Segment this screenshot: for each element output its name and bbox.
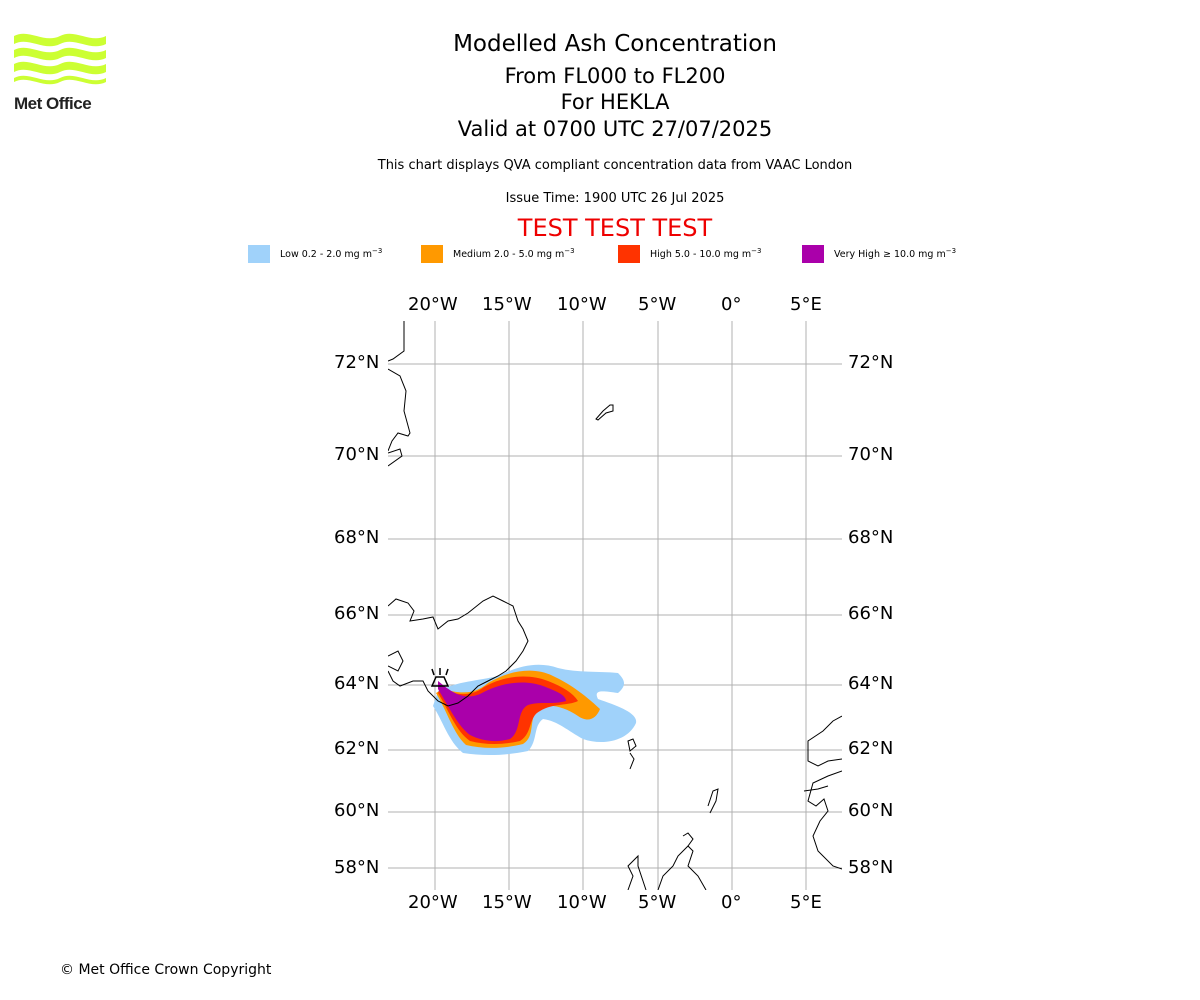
legend-item-low: Low 0.2 - 2.0 mg m−3 bbox=[248, 245, 382, 263]
legend-label-very-high: Very High ≥ 10.0 mg m−3 bbox=[834, 247, 957, 261]
legend-item-high: High 5.0 - 10.0 mg m−3 bbox=[618, 245, 762, 263]
lon-tick-top-15w: 15°W bbox=[482, 294, 532, 315]
chart-title: Modelled Ash Concentration bbox=[453, 31, 777, 57]
lat-tick-right-64n: 64°N bbox=[848, 673, 894, 694]
copyright: © Met Office Crown Copyright bbox=[60, 962, 272, 978]
legend-label-high: High 5.0 - 10.0 mg m−3 bbox=[650, 247, 762, 261]
lon-tick-top-10w: 10°W bbox=[557, 294, 607, 315]
lat-tick-right-68n: 68°N bbox=[848, 527, 894, 548]
met-office-waves-icon bbox=[14, 33, 106, 85]
lat-tick-left-62n: 62°N bbox=[334, 738, 380, 759]
lat-tick-right-60n: 60°N bbox=[848, 800, 894, 821]
lat-tick-right-58n: 58°N bbox=[848, 857, 894, 878]
lon-tick-bottom-5w: 5°W bbox=[638, 892, 677, 913]
legend-item-very-high: Very High ≥ 10.0 mg m−3 bbox=[802, 245, 956, 263]
lat-tick-right-72n: 72°N bbox=[848, 352, 894, 373]
issue-time: Issue Time: 1900 UTC 26 Jul 2025 bbox=[505, 191, 725, 206]
legend-swatch-very-high bbox=[802, 245, 824, 263]
legend-label-low: Low 0.2 - 2.0 mg m−3 bbox=[280, 247, 383, 261]
volcano-icon bbox=[430, 668, 450, 687]
legend-item-medium: Medium 2.0 - 5.0 mg m−3 bbox=[421, 245, 575, 263]
lon-tick-bottom-5e: 5°E bbox=[790, 892, 822, 913]
valid-time: Valid at 0700 UTC 27/07/2025 bbox=[457, 117, 773, 141]
coastlines bbox=[387, 321, 843, 891]
flight-levels: From FL000 to FL200 bbox=[504, 64, 726, 88]
legend-swatch-high bbox=[618, 245, 640, 263]
lat-tick-left-64n: 64°N bbox=[334, 673, 380, 694]
ash-plume bbox=[433, 664, 637, 756]
lon-tick-bottom-10w: 10°W bbox=[557, 892, 607, 913]
ash-map[interactable] bbox=[387, 321, 843, 891]
lat-tick-left-58n: 58°N bbox=[334, 857, 380, 878]
lat-tick-left-60n: 60°N bbox=[334, 800, 380, 821]
lon-tick-top-5e: 5°E bbox=[790, 294, 822, 315]
lon-tick-top-0: 0° bbox=[721, 294, 742, 315]
legend-swatch-low bbox=[248, 245, 270, 263]
legend-label-medium: Medium 2.0 - 5.0 mg m−3 bbox=[453, 247, 575, 261]
test-banner: TEST TEST TEST bbox=[517, 214, 713, 242]
lon-tick-top-5w: 5°W bbox=[638, 294, 677, 315]
lon-tick-bottom-0: 0° bbox=[721, 892, 742, 913]
lat-tick-right-70n: 70°N bbox=[848, 444, 894, 465]
lat-tick-left-68n: 68°N bbox=[334, 527, 380, 548]
description: This chart displays QVA compliant concen… bbox=[377, 158, 853, 173]
lat-tick-right-66n: 66°N bbox=[848, 603, 894, 624]
lat-tick-right-62n: 62°N bbox=[848, 738, 894, 759]
lon-tick-bottom-20w: 20°W bbox=[408, 892, 458, 913]
volcano-name: For HEKLA bbox=[560, 90, 670, 114]
lat-tick-left-66n: 66°N bbox=[334, 603, 380, 624]
lat-tick-left-72n: 72°N bbox=[334, 352, 380, 373]
met-office-logo: Met Office bbox=[14, 30, 108, 114]
legend-swatch-medium bbox=[421, 245, 443, 263]
lon-tick-top-20w: 20°W bbox=[408, 294, 458, 315]
lon-tick-bottom-15w: 15°W bbox=[482, 892, 532, 913]
lat-tick-left-70n: 70°N bbox=[334, 444, 380, 465]
logo-text: Met Office bbox=[14, 94, 92, 113]
map-canvas bbox=[387, 321, 843, 891]
